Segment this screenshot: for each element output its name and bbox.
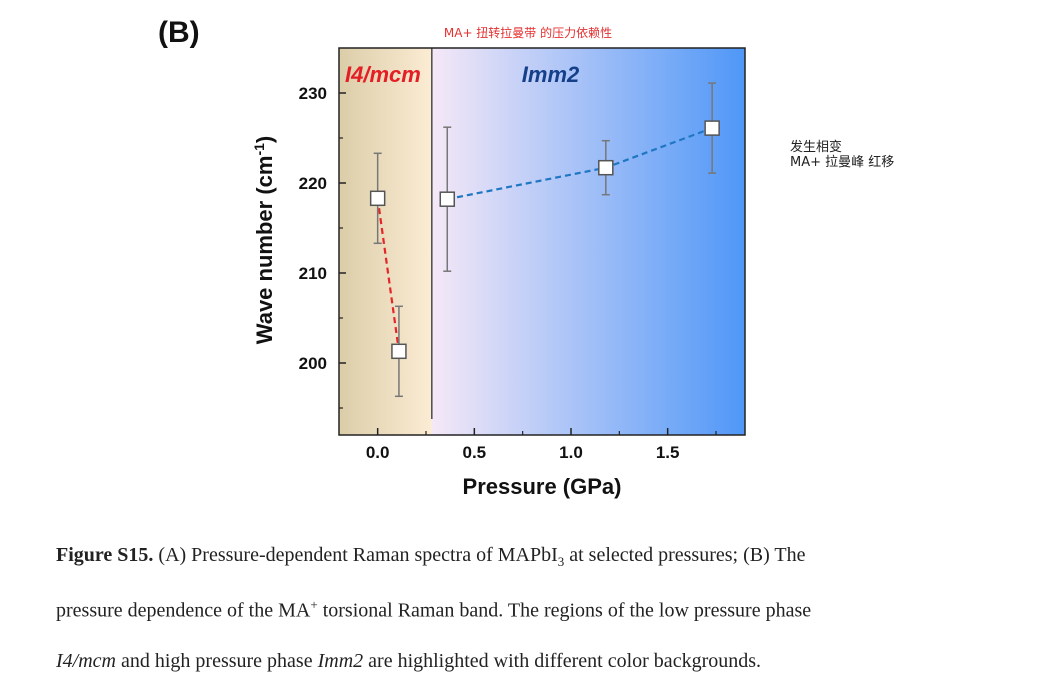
- caption-text: and high pressure phase: [115, 650, 318, 672]
- y-axis-title-main: Wave number (cm: [252, 156, 277, 345]
- y-axis-title: Wave number (cm-1): [251, 136, 277, 344]
- caption-italic-phase: I4/mcm: [56, 650, 116, 672]
- x-tick-label: 0.0: [366, 443, 390, 462]
- caption-text: (A) Pressure-dependent Raman spectra of …: [153, 544, 558, 566]
- x-tick-label: 1.5: [656, 443, 680, 462]
- caption-text: pressure dependence of the MA: [56, 599, 311, 622]
- y-tick-label: 220: [299, 174, 327, 193]
- y-tick-label: 230: [299, 84, 327, 103]
- data-point: [704, 120, 720, 136]
- panel-label: (B): [158, 16, 200, 49]
- side-annotation-line: MA+ 拉曼峰 红移: [790, 155, 895, 170]
- x-tick-label: 0.5: [463, 443, 487, 462]
- region-label-low: I4/mcm: [345, 62, 421, 87]
- caption-figure-label: Figure S15.: [56, 544, 154, 566]
- plot-frame: [338, 47, 746, 436]
- figure-caption-line-3: I4/mcm and high pressure phase Imm2 are …: [56, 651, 956, 671]
- x-tick-label: 1.0: [559, 443, 583, 462]
- side-annotation-line: 发生相变: [790, 140, 843, 155]
- series-line: [376, 198, 401, 352]
- figure-caption-line-2: pressure dependence of the MA+ torsional…: [56, 598, 956, 621]
- caption-superscript: +: [310, 597, 318, 612]
- y-axis-title-sup: -1: [251, 143, 267, 156]
- data-point: [598, 159, 614, 176]
- data-point: [439, 191, 456, 207]
- data-point: [369, 190, 386, 207]
- region-low-pressure: [339, 48, 432, 435]
- caption-subscript: 3: [557, 554, 565, 569]
- caption-text: at selected pressures; (B) The: [564, 544, 806, 566]
- x-axis-title: Pressure (GPa): [463, 474, 622, 499]
- side-annotation: 发生相变 MA+ 拉曼峰 红移: [790, 140, 894, 170]
- y-tick-label: 200: [299, 354, 327, 373]
- caption-text: are highlighted with different color bac…: [363, 650, 762, 672]
- raman-chart: (B) I4/mcm Imm2 0.0 0.5 1.0 1.5 200 210 220 230…: [158, 16, 746, 499]
- region-high-pressure: [431, 48, 745, 435]
- caption-italic-phase: Imm2: [317, 650, 364, 672]
- top-annotation: MA+ 扭转拉曼带 的压力依赖性: [443, 26, 613, 40]
- figure-caption-line-1: Figure S15. (A) Pressure-dependent Raman…: [56, 545, 956, 568]
- region-label-high: Imm2: [522, 62, 580, 87]
- caption-text: torsional Raman band. The regions of the…: [317, 599, 812, 622]
- y-tick-label: 210: [299, 264, 327, 283]
- data-point: [391, 343, 407, 360]
- y-axis-title-end: ): [252, 136, 277, 143]
